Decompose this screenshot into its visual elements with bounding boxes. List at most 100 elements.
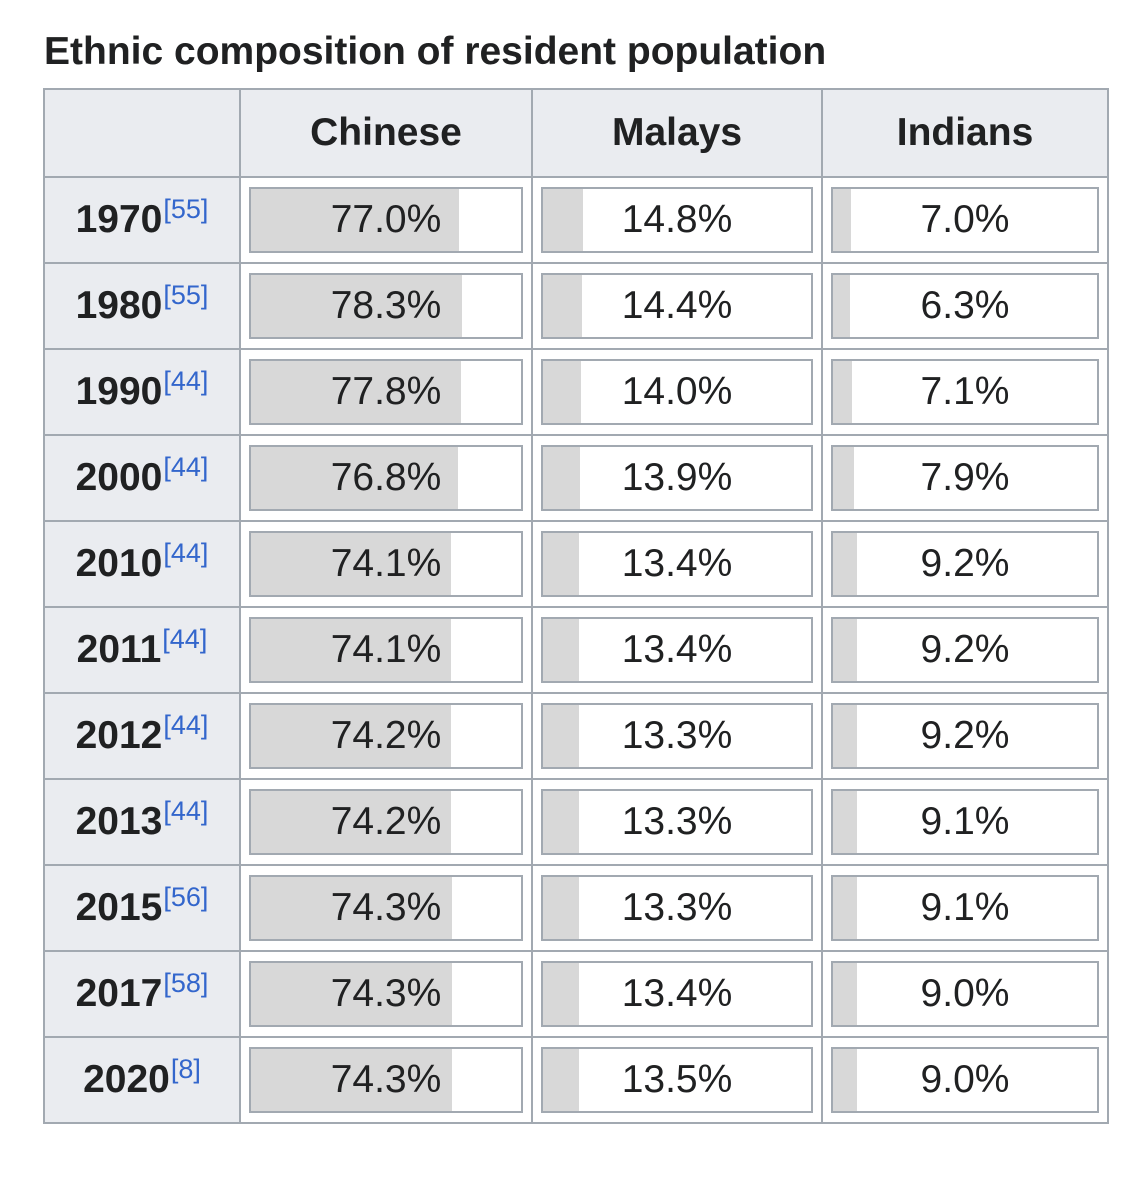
row-header-year: 2011[44] xyxy=(43,606,241,694)
percentage-bar-fill xyxy=(251,877,452,939)
year-label: 2011 xyxy=(76,628,162,671)
percentage-bar-fill xyxy=(833,189,852,251)
row-header-year: 1980[55] xyxy=(43,262,241,350)
percentage-bar: 77.0% xyxy=(249,187,523,253)
percentage-cell-indians: 7.9% xyxy=(821,434,1109,522)
percentage-cell-chinese: 77.8% xyxy=(239,348,533,436)
percentage-value: 9.2% xyxy=(920,628,1010,671)
percentage-bar-fill xyxy=(833,361,852,423)
table-row: 2012[44] 74.2% 13.3% 9.2% xyxy=(43,692,1109,780)
percentage-bar-fill xyxy=(251,705,452,767)
percentage-bar: 74.2% xyxy=(249,703,523,769)
percentage-value: 9.0% xyxy=(920,1058,1010,1101)
percentage-cell-chinese: 74.3% xyxy=(239,950,533,1038)
percentage-value: 74.2% xyxy=(330,800,442,843)
percentage-cell-malays: 14.8% xyxy=(531,176,823,264)
header-corner xyxy=(43,88,241,178)
percentage-cell-malays: 13.4% xyxy=(531,520,823,608)
percentage-cell-indians: 7.1% xyxy=(821,348,1109,436)
citation-link[interactable]: [44] xyxy=(162,624,208,654)
percentage-bar: 9.0% xyxy=(831,961,1099,1027)
year-label: 2000 xyxy=(75,456,163,499)
table-body: 1970[55] 77.0% 14.8% 7.0% 1980[55] 78.3% 14.4%… xyxy=(43,176,1109,1124)
percentage-cell-malays: 13.3% xyxy=(531,692,823,780)
citation-link[interactable]: [44] xyxy=(163,452,209,482)
table-row: 2013[44] 74.2% 13.3% 9.1% xyxy=(43,778,1109,866)
percentage-cell-malays: 14.0% xyxy=(531,348,823,436)
percentage-value: 13.3% xyxy=(621,714,733,757)
citation-link[interactable]: [58] xyxy=(163,968,209,998)
percentage-cell-indians: 9.2% xyxy=(821,520,1109,608)
percentage-cell-indians: 9.2% xyxy=(821,692,1109,780)
percentage-value: 14.4% xyxy=(621,284,733,327)
citation-link[interactable]: [8] xyxy=(170,1054,201,1084)
citation-link[interactable]: [44] xyxy=(163,366,209,396)
percentage-value: 77.8% xyxy=(330,370,442,413)
year-label: 2017 xyxy=(75,972,163,1015)
year-label: 1970 xyxy=(75,198,163,241)
citation-link[interactable]: [44] xyxy=(163,710,209,740)
percentage-bar: 13.3% xyxy=(541,875,813,941)
percentage-value: 7.9% xyxy=(920,456,1010,499)
citation-link[interactable]: [55] xyxy=(163,280,209,310)
percentage-cell-malays: 13.5% xyxy=(531,1036,823,1124)
percentage-bar-fill xyxy=(543,533,579,595)
citation-link[interactable]: [44] xyxy=(163,538,209,568)
percentage-bar: 7.1% xyxy=(831,359,1099,425)
percentage-bar: 13.5% xyxy=(541,1047,813,1113)
column-header-malays: Malays xyxy=(531,88,823,178)
percentage-bar: 13.4% xyxy=(541,531,813,597)
percentage-bar: 13.9% xyxy=(541,445,813,511)
percentage-bar: 78.3% xyxy=(249,273,523,339)
percentage-bar: 13.3% xyxy=(541,789,813,855)
percentage-value: 13.3% xyxy=(621,886,733,929)
row-header-year: 2012[44] xyxy=(43,692,241,780)
percentage-bar: 9.1% xyxy=(831,789,1099,855)
percentage-value: 74.1% xyxy=(330,542,442,585)
row-header-year: 2000[44] xyxy=(43,434,241,522)
percentage-bar-fill xyxy=(833,705,858,767)
percentage-value: 77.0% xyxy=(330,198,442,241)
citation-link[interactable]: [55] xyxy=(163,194,209,224)
percentage-cell-chinese: 74.2% xyxy=(239,692,533,780)
percentage-bar-fill xyxy=(833,533,858,595)
row-header-year: 1970[55] xyxy=(43,176,241,264)
percentage-bar: 74.3% xyxy=(249,875,523,941)
percentage-cell-indians: 9.0% xyxy=(821,1036,1109,1124)
percentage-value: 14.0% xyxy=(621,370,733,413)
percentage-cell-chinese: 78.3% xyxy=(239,262,533,350)
percentage-value: 13.4% xyxy=(621,542,733,585)
percentage-value: 9.1% xyxy=(920,886,1010,929)
percentage-value: 9.0% xyxy=(920,972,1010,1015)
percentage-bar-fill xyxy=(251,361,462,423)
percentage-bar: 74.1% xyxy=(249,617,523,683)
year-label: 2010 xyxy=(75,542,163,585)
percentage-bar-fill xyxy=(833,791,858,853)
percentage-bar-fill xyxy=(543,963,579,1025)
percentage-bar-fill xyxy=(543,877,579,939)
citation-link[interactable]: [56] xyxy=(163,882,209,912)
percentage-bar: 6.3% xyxy=(831,273,1099,339)
percentage-bar: 13.4% xyxy=(541,617,813,683)
percentage-cell-chinese: 76.8% xyxy=(239,434,533,522)
ethnic-composition-table: Chinese Malays Indians 1970[55] 77.0% 14.8… xyxy=(43,88,1109,1124)
percentage-value: 14.8% xyxy=(621,198,733,241)
row-header-year: 2013[44] xyxy=(43,778,241,866)
percentage-bar-fill xyxy=(251,791,452,853)
percentage-value: 13.5% xyxy=(621,1058,733,1101)
percentage-bar: 74.3% xyxy=(249,1047,523,1113)
percentage-bar-fill xyxy=(833,1049,857,1111)
percentage-bar: 14.8% xyxy=(541,187,813,253)
percentage-bar-fill xyxy=(543,189,583,251)
percentage-cell-chinese: 74.3% xyxy=(239,1036,533,1124)
percentage-cell-indians: 9.0% xyxy=(821,950,1109,1038)
row-header-year: 2015[56] xyxy=(43,864,241,952)
percentage-value: 76.8% xyxy=(330,456,442,499)
percentage-bar-fill xyxy=(543,705,579,767)
percentage-cell-indians: 7.0% xyxy=(821,176,1109,264)
percentage-bar: 7.9% xyxy=(831,445,1099,511)
citation-link[interactable]: [44] xyxy=(163,796,209,826)
percentage-bar-fill xyxy=(833,275,850,337)
row-header-year: 1990[44] xyxy=(43,348,241,436)
percentage-cell-malays: 13.3% xyxy=(531,864,823,952)
